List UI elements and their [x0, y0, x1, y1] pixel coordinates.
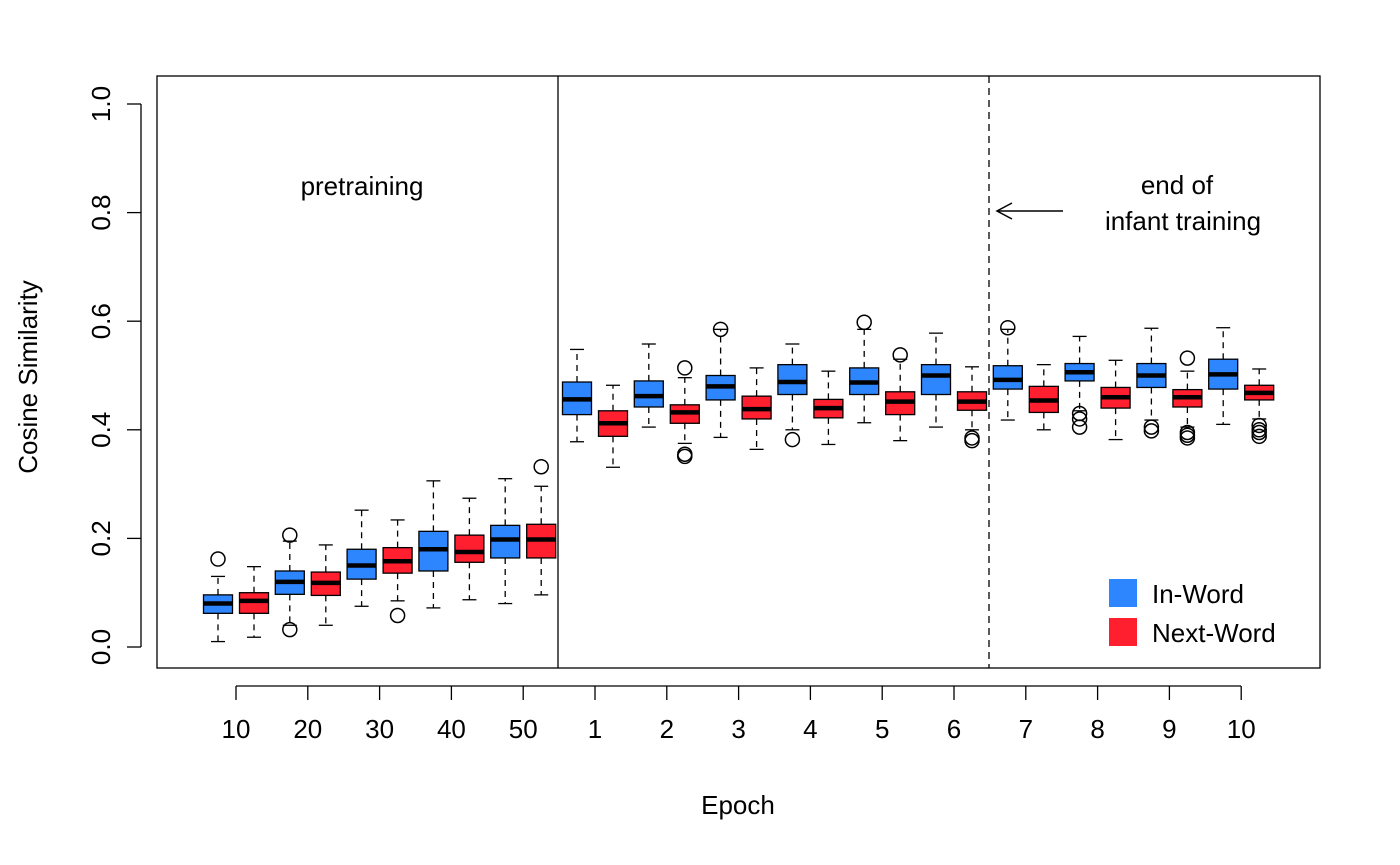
legend-swatch-next-word	[1109, 618, 1137, 646]
box-iqr	[454, 534, 485, 563]
box-next-word-3	[382, 519, 413, 624]
box-iqr	[992, 365, 1023, 390]
x-tick-label: 10	[1227, 714, 1256, 744]
x-tick-label: 40	[437, 714, 466, 744]
legend-swatch-in-word	[1109, 579, 1137, 607]
x-tick-label: 50	[509, 714, 538, 744]
box-next-word-14	[1172, 350, 1203, 446]
box-next-word-4	[454, 497, 485, 601]
y-tick-label: 0.2	[86, 520, 116, 556]
box-in-word-8	[705, 321, 736, 439]
box-in-word-9	[777, 343, 808, 448]
outlier-point	[1179, 350, 1196, 366]
outlier-point	[1071, 411, 1088, 427]
x-tick-label: 30	[365, 714, 394, 744]
x-tick-label: 2	[660, 714, 674, 744]
box-in-word-7	[633, 343, 664, 428]
box-next-word-13	[1100, 359, 1131, 441]
legend-label-in-word: In-Word	[1152, 579, 1244, 609]
plot-frame	[156, 75, 1321, 669]
x-tick-label: 6	[947, 714, 961, 744]
box-next-word-9	[813, 370, 844, 446]
outlier-point	[856, 314, 872, 331]
box-next-word-1	[238, 565, 270, 638]
outlier-point	[210, 551, 226, 567]
box-in-word-5	[490, 478, 521, 605]
outlier-point	[1251, 428, 1267, 445]
pretraining-annotation: pretraining	[301, 171, 424, 201]
outlier-point	[1251, 417, 1267, 434]
box-in-word-2	[274, 527, 305, 638]
box-in-word-14	[1136, 327, 1167, 439]
box-in-word-3	[346, 509, 377, 607]
x-tick-label: 1	[588, 714, 602, 744]
box-iqr	[920, 363, 952, 396]
x-tick-label: 8	[1090, 714, 1104, 744]
x-tick-label: 10	[222, 714, 251, 744]
box-series-group	[202, 314, 1275, 643]
x-axis-label: Epoch	[701, 790, 775, 820]
outlier-point	[677, 448, 693, 465]
outlier-point	[784, 431, 801, 448]
y-axis-label: Cosine Similarity	[13, 280, 43, 474]
outlier-point	[1179, 430, 1196, 446]
x-axis: 10 20 30 40 50 1 2 3 4 5 6 7 8 9 10	[222, 685, 1256, 744]
infant-training-annotation-line2: infant training	[1105, 206, 1261, 236]
y-tick-label: 0.0	[86, 629, 116, 665]
box-next-word-12	[1028, 363, 1059, 431]
box-in-word-4	[418, 480, 449, 609]
outlier-point	[1000, 319, 1016, 336]
box-next-word-15	[1244, 368, 1275, 445]
box-next-word-10	[885, 347, 916, 442]
y-tick-label: 0.4	[86, 412, 116, 448]
end-of-annotation-line1: end of	[1141, 170, 1214, 200]
legend-label-next-word: Next-Word	[1152, 618, 1276, 648]
box-in-word-13	[1064, 335, 1095, 435]
box-next-word-11	[956, 366, 988, 449]
outlier-point	[1143, 423, 1160, 439]
outlier-point	[282, 621, 298, 638]
annotation-arrow	[995, 202, 1063, 220]
box-iqr	[777, 363, 808, 396]
box-in-word-10	[849, 314, 880, 424]
x-tick-label: 5	[875, 714, 889, 744]
outlier-point	[389, 607, 406, 624]
outlier-point	[964, 432, 980, 449]
box-in-word-1	[202, 551, 234, 643]
box-next-word-7	[669, 360, 700, 465]
x-tick-label: 3	[731, 714, 745, 744]
x-tick-label: 7	[1019, 714, 1033, 744]
y-tick-label: 0.8	[86, 195, 116, 231]
legend: In-Word Next-Word	[1109, 579, 1276, 648]
box-in-word-6	[561, 348, 593, 443]
box-next-word-6	[597, 384, 629, 468]
box-in-word-12	[992, 319, 1023, 421]
x-tick-label: 9	[1162, 714, 1176, 744]
outlier-point	[712, 321, 729, 338]
outlier-point	[1143, 419, 1160, 435]
outlier-point	[677, 360, 693, 376]
outlier-point	[1251, 424, 1267, 441]
outlier-point	[533, 458, 549, 475]
box-next-word-8	[741, 367, 772, 450]
box-in-word-15	[1208, 327, 1239, 426]
y-axis: 0.0 0.2 0.4 0.6 0.8 1.0	[86, 86, 142, 665]
outlier-point	[282, 527, 298, 543]
y-tick-label: 1.0	[86, 86, 116, 122]
box-next-word-5	[526, 458, 557, 596]
x-tick-label: 4	[803, 714, 817, 744]
y-tick-label: 0.6	[86, 303, 116, 339]
x-tick-label: 20	[293, 714, 322, 744]
box-in-word-11	[920, 332, 952, 428]
outlier-point	[1071, 419, 1088, 435]
box-next-word-2	[310, 544, 341, 626]
outlier-point	[892, 347, 908, 363]
